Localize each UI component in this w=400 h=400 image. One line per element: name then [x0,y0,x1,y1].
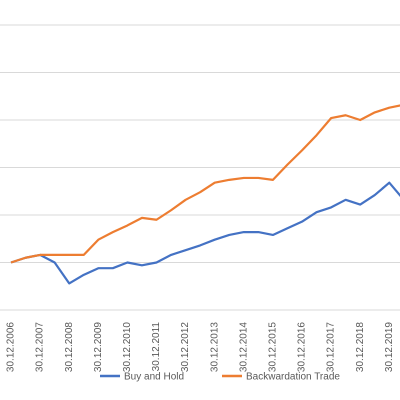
x-tick-label: 30.12.2019 [384,322,395,372]
legend-label: Backwardation Trade [246,372,340,383]
x-tick-label: 30.12.2015 [268,322,279,372]
x-tick-label: 30.12.2008 [64,322,75,372]
legend-label: Buy and Hold [124,372,184,383]
x-tick-label: 30.12.2009 [93,322,104,372]
series-line [10,104,400,264]
x-tick-label: 30.12.2011 [151,322,162,372]
series-line [10,181,400,285]
x-tick-label: 30.12.2014 [238,322,249,372]
x-tick-label: 30.12.2018 [355,322,366,372]
x-tick-label: 30.12.2017 [326,322,337,372]
x-tick-label: 30.12.2013 [209,322,220,372]
x-tick-label: 30.12.2016 [297,322,308,372]
x-tick-label: 30.12.2007 [35,322,46,372]
x-tick-label: 30.12.2006 [6,322,17,372]
x-tick-label: 30.12.2010 [122,322,133,372]
x-tick-label: 30.12.2012 [180,322,191,372]
